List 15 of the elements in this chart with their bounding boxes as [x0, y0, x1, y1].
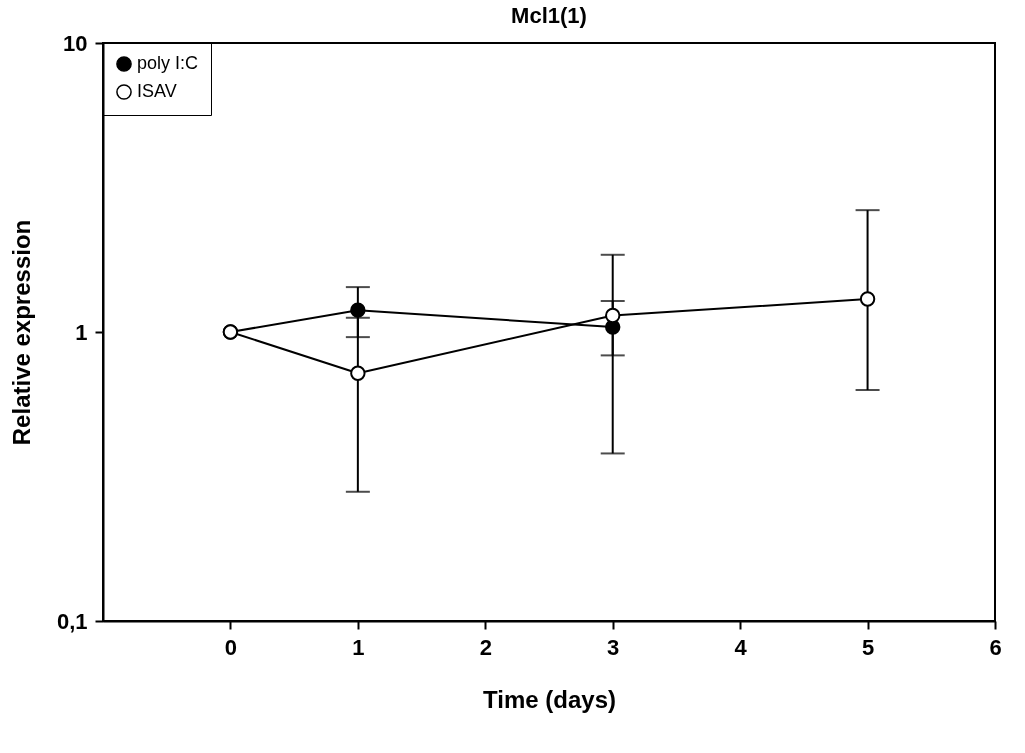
x-tick-label: 2 — [479, 634, 492, 660]
y-tick-label: 1 — [75, 319, 88, 345]
x-tick-label: 5 — [861, 634, 875, 660]
legend-label: ISAV — [137, 81, 177, 101]
x-tick-label: 6 — [989, 634, 1002, 660]
x-tick-label: 4 — [734, 634, 748, 660]
y-tick-label: 10 — [63, 30, 88, 56]
legend-label: poly I:C — [137, 53, 199, 73]
x-tick-label: 1 — [352, 634, 365, 660]
y-axis-title: Relative expression — [7, 219, 35, 446]
x-tick-label: 3 — [607, 634, 620, 660]
x-tick-label: 0 — [224, 634, 238, 660]
x-axis-title: Time (days) — [483, 685, 616, 713]
y-tick-label: 0,1 — [56, 608, 88, 634]
chart-title: Mcl1(1) — [511, 3, 587, 28]
